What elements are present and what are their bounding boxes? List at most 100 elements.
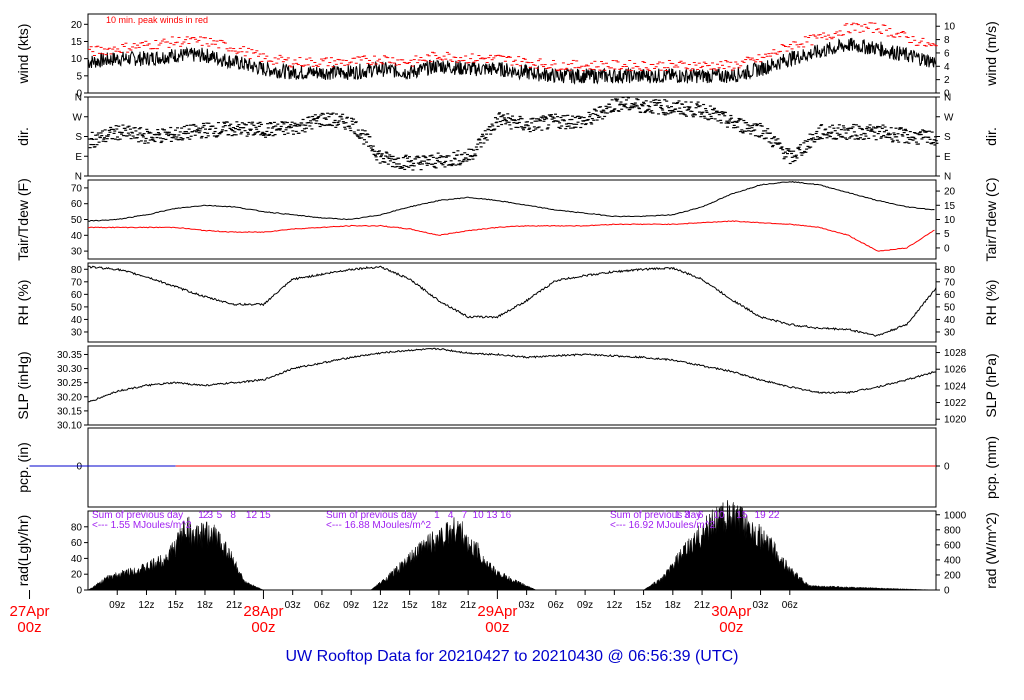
x-tick-label: 06z [314,600,330,611]
rad-ylabel-right: rad (W/m^2) [983,512,999,589]
temp-ytick-label-left: 70 [71,183,83,194]
daily-sum-value: <--- 1.55 MJoules/m^2 [92,520,192,531]
rh-ytick-label-right: 60 [944,290,956,301]
x-tick-label: 03z [285,600,301,611]
daily-hour-label: 5 [217,510,223,521]
rh-ytick-label-right: 40 [944,315,956,326]
pcp-ytick-label-left: 0 [76,462,82,473]
rh-ytick-label-left: 50 [71,302,83,313]
rad-ylabel-left: rad(Lgly/hr) [15,515,31,587]
slp-ytick-label-left: 30.25 [57,378,82,389]
footer-prefix: UW Rooftop Data for [285,648,434,665]
daily-sum-value: <--- 16.88 MJoules/m^2 [326,520,431,531]
pcp-ylabel-right: pcp. (mm) [983,436,999,499]
daily-hour-label: 3 [207,510,213,521]
rad-ytick-label-right: 1000 [944,510,967,521]
slp-ytick-label-right: 1020 [944,415,967,426]
dir-ytick-label-left: N [75,172,82,183]
x-tick-label: 03z [519,600,535,611]
dir-ytick-label-right: E [944,152,951,163]
temp-ytick-label-right: 10 [944,215,956,226]
daily-sum-title: Sum of previous day [610,510,701,521]
slp-ytick-label-right: 1028 [944,348,967,359]
wind-series [87,37,936,85]
x-tick-label: 09z [577,600,593,611]
wind-ytick-label-right: 0 [944,89,950,100]
slp-ytick-label-right: 1024 [944,381,967,392]
wind-ytick-label-left: 10 [71,54,83,65]
wind-ytick-label-left: 0 [76,89,82,100]
dir-ytick-label-left: S [75,132,82,143]
footer-start: 20210427 [438,648,510,665]
daily-hour-label: 7 [462,510,468,521]
slp-ytick-label-left: 30.15 [57,406,82,417]
slp-ytick-label-left: 30.30 [57,364,82,375]
x-tick-label: 18z [197,600,213,611]
rad-ytick-label-left: 40 [71,554,83,565]
wind-ylabel-right: wind (m/s) [983,21,999,87]
wind-ylabel-left: wind (kts) [15,24,31,85]
footer-time: 06:56:39 [628,648,691,665]
x-tick-label: 12z [138,600,154,611]
dir-ylabel-right: dir. [983,127,999,146]
rh-ylabel-right: RH (%) [983,280,999,326]
daily-hour-label: 1 [198,510,204,521]
day-label-time: 00z [485,619,509,636]
daily-hour-label: 15 [260,510,272,521]
slp-ytick-label-right: 1026 [944,365,967,376]
daily-hour-label: 4 [448,510,454,521]
x-tick-label: 12z [372,600,388,611]
daily-hour-label: 12 [246,510,258,521]
dir-ylabel-left: dir. [15,127,31,146]
daily-hour-label: 2 [203,510,209,521]
temp-ytick-label-left: 60 [71,199,83,210]
temp-ytick-label-right: 15 [944,201,956,212]
slp-series [88,347,937,403]
daily-hour-label: 1 [434,510,440,521]
day-label-date: 30Apr [711,603,751,620]
rh-ytick-label-right: 70 [944,277,956,288]
rad-ytick-label-right: 200 [944,570,961,581]
x-tick-label: 15z [168,600,184,611]
dir-ytick-label-left: W [73,112,83,123]
rh-ytick-label-left: 80 [71,265,83,276]
temp-panel-frame [87,179,937,260]
day-label-time: 00z [251,619,275,636]
temp-ytick-label-right: 5 [944,229,950,240]
slp-ylabel-right: SLP (hPa) [983,353,999,417]
x-tick-label: 21z [694,600,710,611]
pcp-panel-frame [87,427,937,508]
wind-ytick-label-right: 8 [944,35,950,46]
footer-tz: (UTC) [694,648,739,665]
temp-ylabel-left: Tair/Tdew (F) [15,178,31,260]
rh-ytick-label-left: 30 [71,327,83,338]
wind-ytick-label-left: 5 [76,71,82,82]
x-tick-label: 09z [109,600,125,611]
rad-series [87,500,936,591]
dir-ytick-label-right: N [944,93,951,104]
daily-hour-label: 10 [473,510,485,521]
rh-ytick-label-right: 50 [944,302,956,313]
slp-ytick-label-left: 30.10 [57,421,82,432]
x-tick-label: 15z [636,600,652,611]
rh-ylabel-left: RH (%) [15,280,31,326]
temp-ytick-label-left: 30 [71,247,83,258]
dir-ytick-label-right: N [944,172,951,183]
slp-ytick-label-right: 1022 [944,398,967,409]
x-tick-label: 06z [548,600,564,611]
daily-sum-title: Sum of previous day [92,510,183,521]
slp-panel-frame [87,345,937,426]
dir-ytick-label-right: W [944,112,954,123]
wind-ytick-label-right: 10 [944,22,956,33]
x-tick-label: 12z [606,600,622,611]
daily-sum-value: <--- 16.92 MJoules/m^2 [610,520,715,531]
rad-ytick-label-left: 20 [71,570,83,581]
rh-ytick-label-right: 80 [944,265,956,276]
slp-ylabel-left: SLP (inHg) [15,351,31,419]
wind-ytick-label-left: 15 [71,37,83,48]
chart-footer: UW Rooftop Data for 20210427 to 20210430… [0,648,1024,666]
temp-ytick-label-left: 40 [71,231,83,242]
pcp-ylabel-left: pcp. (in) [15,442,31,493]
rad-ytick-label-left: 60 [71,538,83,549]
rad-ytick-label-left: 80 [71,522,83,533]
